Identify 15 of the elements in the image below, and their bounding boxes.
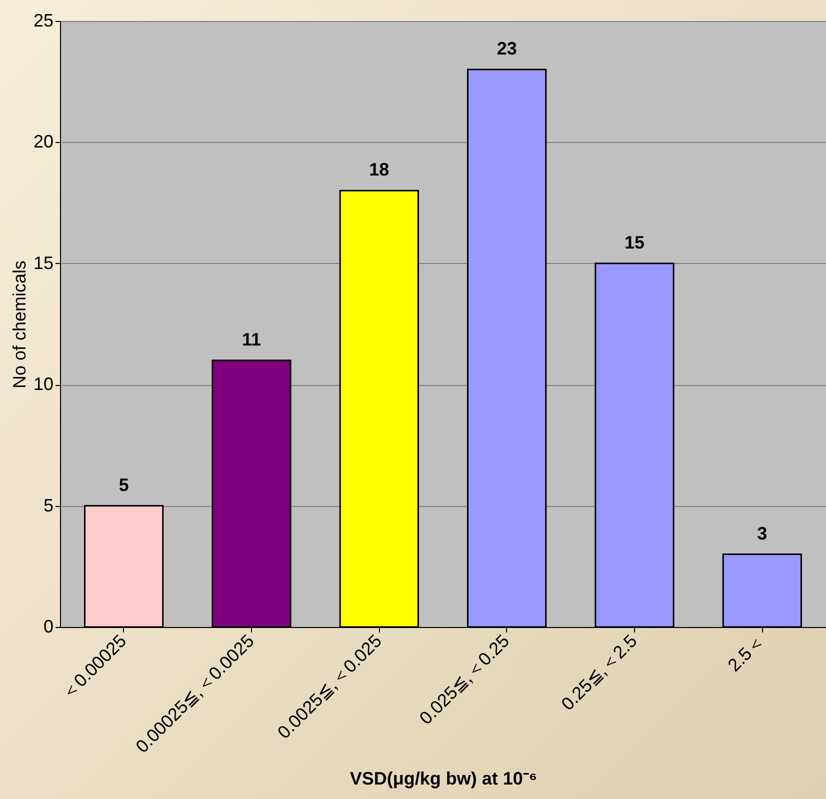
y-tick-label: 15 — [33, 252, 54, 273]
y-axis-title: No of chemicals — [9, 260, 30, 389]
data-label: 18 — [369, 160, 390, 180]
data-label: 11 — [242, 329, 262, 350]
x-axis-title: VSD(μg/kg bw) at 10⁻⁶ — [350, 768, 538, 789]
data-label: 5 — [118, 474, 129, 495]
y-tick-label: 10 — [33, 374, 54, 394]
data-label: 23 — [496, 38, 517, 58]
y-tick-label: 25 — [33, 10, 54, 30]
y-tick-label: 0 — [43, 616, 54, 636]
x-tick-label: 2.5＜ — [724, 630, 769, 676]
data-label: 15 — [624, 232, 645, 252]
y-tick-label: 20 — [33, 132, 54, 152]
y-tick-label: 5 — [43, 495, 54, 516]
data-label: 3 — [757, 523, 768, 544]
